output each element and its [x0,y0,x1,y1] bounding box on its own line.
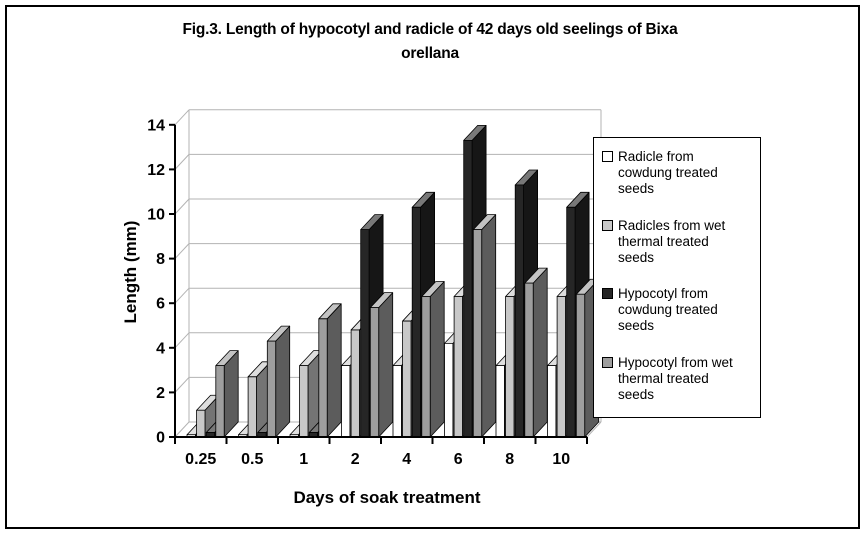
y-axis-title-text: Length (mm) [121,220,140,324]
legend-marker-hypocotyl-cowdung [602,288,613,300]
bar-s3-c5 [472,229,483,438]
bar-side-s3-c6 [532,267,548,438]
legend-item: Hypocotyl from cowdung treated seeds [602,286,754,334]
bar-s1-c0 [196,409,206,438]
bar-side-s3-c5 [481,214,497,438]
bar-s1-c4 [402,320,412,438]
bar-s1-c2 [299,365,309,438]
bar-side-s3-c2 [326,303,342,438]
gridline-connector [174,154,190,170]
bar-s0-c7 [547,365,557,438]
bar-s3-c2 [318,318,328,438]
bar-s3-c7 [575,293,586,438]
chart-title-line2: orellana [401,45,459,63]
legend-label: Radicle from cowdung treated seeds [618,149,718,196]
bar-s2-c3 [360,229,370,438]
bar-s1-c7 [556,296,566,438]
chart-title: Fig.3. Length of hypocotyl and radicle o… [80,18,780,66]
legend-marker-hypocotyl-wet-thermal [602,357,613,369]
floor-right-edge [586,421,602,438]
y-tick-label: 2 [156,385,165,402]
legend-item: Radicles from wet thermal treated seeds [602,218,754,266]
y-tick-label: 8 [156,251,165,268]
bar-s2-c5 [463,140,473,438]
bar-s2-c6 [514,184,525,438]
bar-s3-c0 [215,365,225,438]
y-tick-label: 14 [147,117,165,134]
legend-label: Hypocotyl from wet thermal treated seeds [618,355,733,403]
x-category-label: 10 [552,451,570,468]
legend: Radicle from cowdung treated seeds Radic… [593,137,761,418]
bar-s3-c4 [421,296,431,438]
figure-border [5,5,860,529]
bar-s3-c3 [369,307,380,438]
legend-label: Radicles from wet thermal treated seeds [618,217,726,265]
gridline-connector [174,198,190,215]
bar-s1-c1 [247,376,257,438]
y-tick-label: 6 [156,296,165,313]
gridline-connector [174,287,190,304]
bar-s0-c6 [495,365,505,438]
x-category-label: 0.25 [185,451,216,468]
legend-marker-radicle-cowdung [602,151,613,162]
legend-item: Radicle from cowdung treated seeds [602,149,754,197]
bar-s2-c4 [411,206,422,438]
legend-marker-radicle-wet-thermal [602,219,613,231]
x-axis-title: Days of soak treatment [293,488,481,507]
bar-s3-c1 [266,340,277,438]
bar-side-s3-c1 [275,325,291,438]
x-category-label: 1 [299,451,308,468]
x-category-label: 2 [351,451,360,468]
x-category-label: 0.5 [241,451,263,468]
bar-s1-c3 [350,329,360,438]
gridline-connector [174,377,190,393]
x-category-label: 4 [402,451,411,468]
y-tick-label: 4 [156,340,165,357]
floor-left-edge [174,421,190,438]
legend-label: Hypocotyl from cowdung treated seeds [618,286,718,334]
x-category-label: 8 [505,451,514,468]
legend-item: Hypocotyl from wet thermal treated seeds [602,355,754,403]
bar-side-s3-c4 [429,281,445,438]
bar-side-s3-c3 [378,292,394,438]
x-category-label: 6 [454,451,463,468]
y-tick-label: 10 [147,207,165,224]
y-tick-label: 12 [147,162,165,179]
bar-s1-c6 [505,296,515,438]
gridline-connector [174,109,190,126]
chart-title-line1: Fig.3. Length of hypocotyl and radicle o… [182,21,678,38]
bar-s0-c5 [444,342,454,438]
gridline-connector [174,332,190,349]
bar-s1-c5 [453,296,463,438]
bar-s0-c4 [392,365,402,438]
bar-s0-c3 [341,365,351,438]
bar-s3-c6 [524,282,534,438]
y-tick-label: 0 [156,430,165,447]
gridline-connector [174,243,190,259]
bar-s2-c7 [566,206,576,438]
